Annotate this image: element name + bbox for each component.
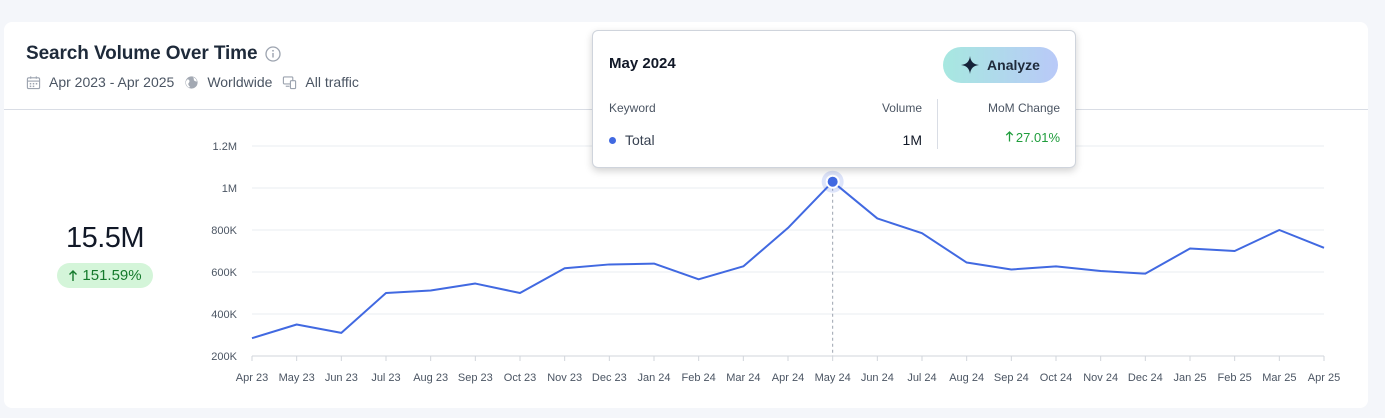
arrow-up-icon xyxy=(1005,131,1014,142)
total-change-value: 151.59% xyxy=(82,267,142,284)
x-tick-label: Apr 23 xyxy=(236,372,268,384)
total-change-badge: 151.59% xyxy=(57,263,153,288)
y-tick-label: 800K xyxy=(211,225,237,237)
date-range-filter[interactable]: Apr 2023 - Apr 2025 xyxy=(26,74,174,90)
sparkle-icon xyxy=(961,56,980,74)
tooltip-volume-value: 1M xyxy=(902,132,922,148)
region-label: Worldwide xyxy=(207,74,273,90)
tooltip-month: May 2024 xyxy=(609,55,676,72)
y-tick-label: 1.2M xyxy=(213,141,237,153)
y-axis-ticks: 200K 400K 600K 800K 1M 1.2M xyxy=(211,141,237,363)
traffic-label: All traffic xyxy=(305,74,359,90)
x-tick-label: Apr 25 xyxy=(1308,372,1340,384)
x-tick-label: Oct 23 xyxy=(504,372,536,384)
globe-icon xyxy=(185,75,198,89)
highlighted-point[interactable] xyxy=(825,174,840,189)
x-tick-label: Feb 24 xyxy=(682,372,716,384)
tooltip-col-volume: Volume xyxy=(881,101,922,115)
series-points xyxy=(821,170,844,193)
date-range-label: Apr 2023 - Apr 2025 xyxy=(49,74,175,90)
total-volume: 15.5M xyxy=(65,222,145,254)
x-tick-label: Sep 23 xyxy=(458,372,493,384)
x-tick-label: Jun 23 xyxy=(325,372,358,384)
x-tick-label: Jan 24 xyxy=(637,372,670,384)
x-tick-label: Mar 25 xyxy=(1262,372,1296,384)
tooltip-row-keyword: Total xyxy=(609,132,655,148)
x-tick-label: Dec 24 xyxy=(1128,372,1163,384)
x-tick-label: Dec 23 xyxy=(592,372,627,384)
x-tick-label: Feb 25 xyxy=(1218,372,1252,384)
tooltip-col-keyword: Keyword xyxy=(609,101,656,115)
tooltip-change: 27.01% xyxy=(1005,130,1060,145)
tooltip-col-change: MoM Change xyxy=(987,101,1060,115)
tooltip-change-value: 27.01% xyxy=(1015,130,1060,145)
title-row: Search Volume Over Time xyxy=(26,43,282,65)
arrow-up-icon xyxy=(69,269,78,281)
x-tick-label: Jan 25 xyxy=(1173,372,1206,384)
filter-row: Apr 2023 - Apr 2025 Worldwide All traffi… xyxy=(26,74,369,90)
x-tick-label: Nov 23 xyxy=(547,372,582,384)
x-axis-ticks: Apr 23 May 23 Jun 23 Jul 23 Aug 23 Sep 23 Oct … xyxy=(236,356,1340,384)
y-tick-label: 400K xyxy=(211,309,237,321)
x-tick-label: May 23 xyxy=(279,372,315,384)
x-tick-label: Aug 23 xyxy=(413,372,448,384)
chart-tooltip: May 2024 Analyze Keyword Volume MoM Chan… xyxy=(592,30,1076,168)
x-tick-label: Jun 24 xyxy=(861,372,894,384)
analyze-button[interactable]: Analyze xyxy=(943,47,1058,83)
chart-grid xyxy=(252,145,1324,357)
analyze-label: Analyze xyxy=(987,57,1040,73)
x-tick-label: Jul 24 xyxy=(907,372,936,384)
total-summary: 15.5M 151.59% xyxy=(4,222,206,288)
y-tick-label: 1M xyxy=(222,183,237,195)
x-tick-label: Sep 24 xyxy=(994,372,1029,384)
card-title: Search Volume Over Time xyxy=(26,43,258,64)
x-tick-label: Oct 24 xyxy=(1040,372,1072,384)
y-tick-label: 600K xyxy=(211,267,237,279)
x-tick-label: May 24 xyxy=(815,372,851,384)
calendar-icon xyxy=(26,75,41,89)
info-icon[interactable] xyxy=(265,46,282,62)
x-tick-label: Mar 24 xyxy=(726,372,760,384)
x-tick-label: Nov 24 xyxy=(1083,372,1118,384)
tooltip-divider xyxy=(937,99,938,149)
series-color-dot xyxy=(609,136,616,144)
traffic-filter[interactable]: All traffic xyxy=(282,74,359,90)
tooltip-keyword-value: Total xyxy=(625,132,655,148)
region-filter[interactable]: Worldwide xyxy=(184,74,272,90)
y-tick-label: 200K xyxy=(211,351,237,363)
x-tick-label: Jul 23 xyxy=(371,372,400,384)
x-tick-label: Apr 24 xyxy=(772,372,804,384)
x-tick-label: Aug 24 xyxy=(949,372,984,384)
series-line-total xyxy=(251,180,1325,340)
devices-icon xyxy=(283,75,297,89)
